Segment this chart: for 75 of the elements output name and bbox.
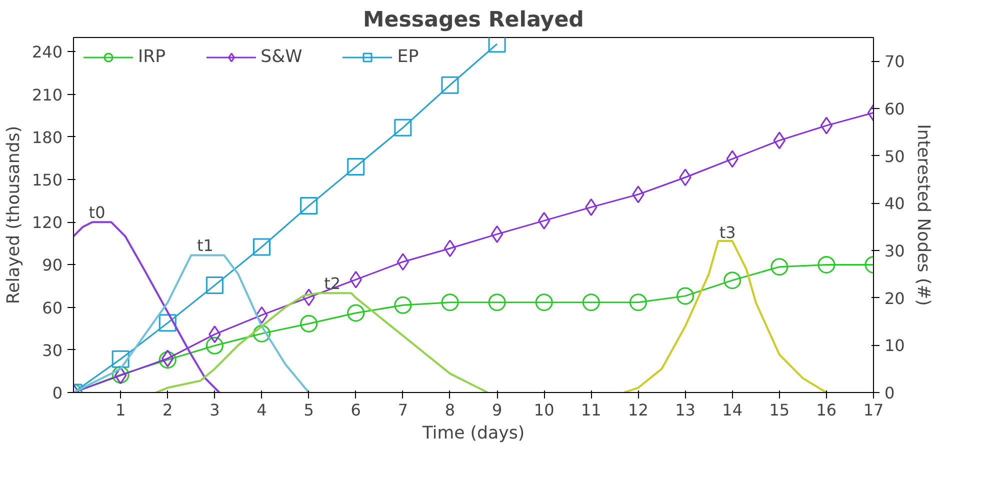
y-tick-label: 0 [52,384,63,402]
legend-label: EP [397,47,419,67]
point [582,294,600,312]
x-tick-label: 16 [816,400,837,420]
x-tick-label: 6 [350,400,361,420]
point [490,225,504,243]
point [300,197,318,215]
x-tick-label: 5 [304,400,314,420]
point [770,258,788,276]
x-tick-label: 17 [863,400,884,420]
y-tick-label: 120 [32,213,63,232]
x-tick-label: 12 [628,400,648,420]
y-tick-label: 240 [32,42,63,62]
x-tick-label: 9 [492,400,502,420]
y2-tick-label: 60 [884,100,905,118]
line-series [74,221,220,392]
point [488,38,506,53]
point [394,118,412,136]
point [158,314,176,332]
y-tick-label: 30 [42,340,62,360]
point [158,351,176,369]
x-tick-label: 2 [162,400,173,420]
y2-tick-label: 40 [884,194,905,214]
y-tick-label: 60 [42,298,62,318]
line-series [74,254,310,392]
point [535,294,553,312]
point [206,336,224,354]
y2-tick-label: 20 [884,288,905,308]
point [724,272,742,290]
x-tick-label: 1 [115,400,126,420]
y2-tick-label: 50 [884,146,905,166]
x-tick-label: 11 [580,400,602,420]
x-tick-label: 7 [398,400,408,420]
y-tick-label: 180 [32,128,63,147]
legend-label: S&W [260,47,302,67]
chart-title: Messages Relayed [363,8,584,32]
x-tick-label: 4 [256,400,267,420]
point [394,296,412,314]
line-series [623,240,828,392]
point [676,287,694,305]
y2-tick-label: 30 [884,242,905,260]
point [252,238,270,256]
annotation: t2 [324,274,341,294]
point [112,350,130,368]
point [820,116,833,134]
x-tick-label: 15 [769,400,790,420]
y2-tick-label: 10 [884,336,905,356]
y2-tick-label: 70 [884,52,905,72]
x-axis-title: Time (days) [421,424,525,444]
y-tick-label: 90 [42,256,62,275]
y2-tick-label: 0 [884,384,895,402]
point [629,294,647,312]
x-tick-label: 8 [444,400,456,420]
point [206,276,224,294]
point [818,256,836,274]
point [347,158,365,176]
point [300,314,318,332]
y-tick-label: 150 [32,170,63,190]
point [441,76,459,94]
annotation: t3 [719,222,736,242]
x-tick-label: 13 [675,400,696,420]
y-axis-title: Relayed (thousands) [4,126,24,304]
x-tick-label: 3 [210,400,220,420]
y2-axis-title: Interested Nodes (#) [912,124,933,306]
point [347,304,365,322]
annotation: t0 [88,203,106,222]
point [488,294,506,312]
x-tick-label: 14 [722,400,743,420]
legend-label: IRP [138,47,166,67]
point [444,240,456,258]
point [441,294,459,312]
point [252,324,270,342]
annotation: t1 [197,236,214,255]
x-tick-label: 10 [534,400,554,420]
y-tick-label: 210 [32,85,63,104]
